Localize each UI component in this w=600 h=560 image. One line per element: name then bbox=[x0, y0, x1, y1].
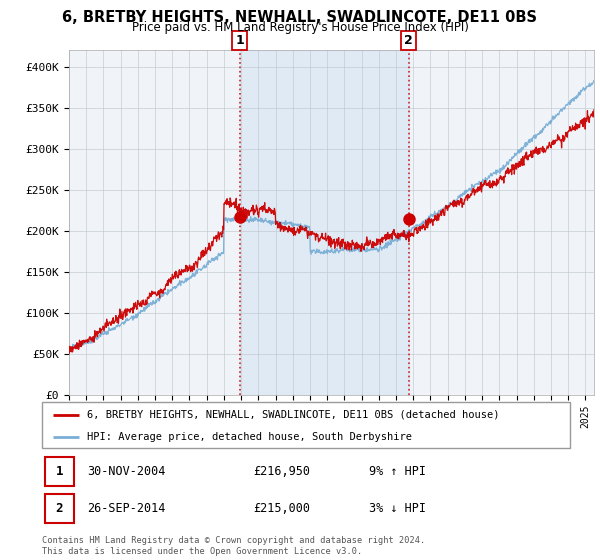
Text: HPI: Average price, detached house, South Derbyshire: HPI: Average price, detached house, Sout… bbox=[87, 432, 412, 441]
Text: 30-NOV-2004: 30-NOV-2004 bbox=[87, 465, 165, 478]
Text: 1: 1 bbox=[235, 34, 244, 47]
Text: Price paid vs. HM Land Registry's House Price Index (HPI): Price paid vs. HM Land Registry's House … bbox=[131, 21, 469, 34]
Bar bbox=[44, 458, 74, 486]
Text: 9% ↑ HPI: 9% ↑ HPI bbox=[370, 465, 427, 478]
Text: 2: 2 bbox=[404, 34, 413, 47]
Text: 2: 2 bbox=[55, 502, 63, 515]
Text: 1: 1 bbox=[55, 465, 63, 478]
Text: £216,950: £216,950 bbox=[253, 465, 310, 478]
Text: 6, BRETBY HEIGHTS, NEWHALL, SWADLINCOTE, DE11 0BS: 6, BRETBY HEIGHTS, NEWHALL, SWADLINCOTE,… bbox=[62, 10, 538, 25]
Text: Contains HM Land Registry data © Crown copyright and database right 2024.
This d: Contains HM Land Registry data © Crown c… bbox=[42, 536, 425, 556]
Text: 6, BRETBY HEIGHTS, NEWHALL, SWADLINCOTE, DE11 0BS (detached house): 6, BRETBY HEIGHTS, NEWHALL, SWADLINCOTE,… bbox=[87, 410, 499, 420]
Bar bbox=[44, 494, 74, 523]
Text: £215,000: £215,000 bbox=[253, 502, 310, 515]
Bar bbox=[240, 50, 409, 395]
Text: 26-SEP-2014: 26-SEP-2014 bbox=[87, 502, 165, 515]
Text: 3% ↓ HPI: 3% ↓ HPI bbox=[370, 502, 427, 515]
